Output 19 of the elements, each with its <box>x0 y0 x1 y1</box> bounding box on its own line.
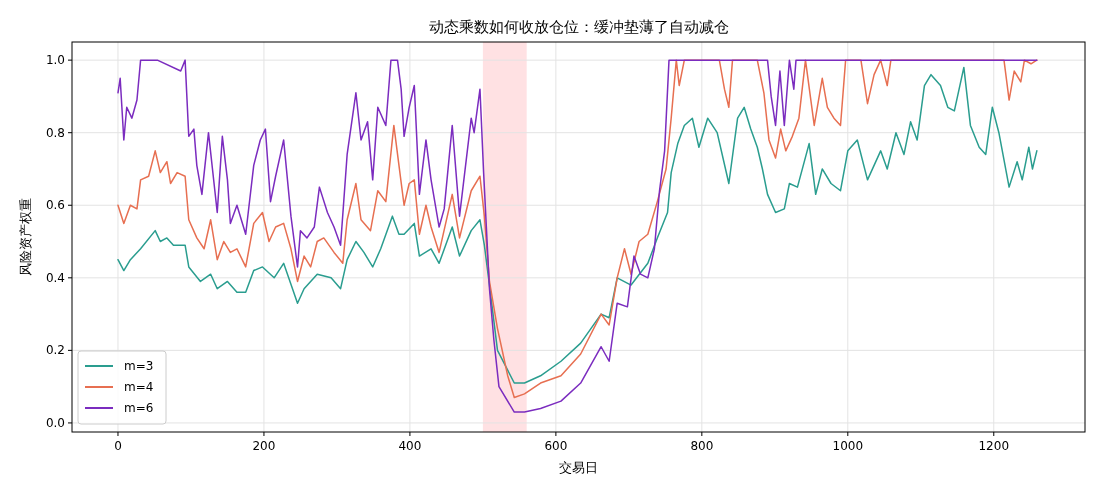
x-tick-label: 1000 <box>832 439 864 453</box>
y-tick-label: 0.0 <box>45 415 65 430</box>
x-tick-label: 0 <box>114 439 122 453</box>
y-axis-title: 风险资产权重 <box>18 198 33 276</box>
y-tick-label: 0.2 <box>45 343 65 358</box>
x-tick-label: 1200 <box>978 439 1010 453</box>
x-tick-label: 800 <box>690 439 714 453</box>
legend-label: m=6 <box>124 401 154 415</box>
y-tick-label: 1.0 <box>45 53 65 68</box>
x-tick-label: 600 <box>544 439 568 453</box>
y-tick-label: 0.4 <box>45 270 65 285</box>
x-tick-label: 400 <box>398 439 422 453</box>
x-axis-title: 交易日 <box>559 460 598 475</box>
legend-label: m=4 <box>124 380 154 394</box>
legend-label: m=3 <box>124 359 154 373</box>
y-tick-label: 0.8 <box>45 125 65 140</box>
x-tick-label: 200 <box>252 439 276 453</box>
y-tick-label: 0.6 <box>45 198 65 213</box>
chart-title: 动态乘数如何收放仓位：缓冲垫薄了自动减仓 <box>428 18 729 36</box>
